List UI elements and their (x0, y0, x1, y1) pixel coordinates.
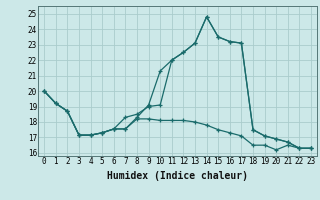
X-axis label: Humidex (Indice chaleur): Humidex (Indice chaleur) (107, 171, 248, 181)
